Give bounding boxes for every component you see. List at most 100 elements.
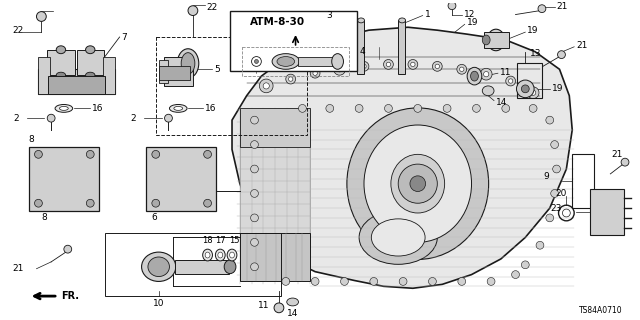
Text: ATM-8-30: ATM-8-30 [250,17,305,28]
Circle shape [481,68,492,80]
Circle shape [259,79,273,93]
Circle shape [310,68,320,78]
Text: 5: 5 [214,65,220,74]
Ellipse shape [181,53,195,74]
Circle shape [448,2,456,10]
Circle shape [527,87,539,99]
Circle shape [557,51,565,59]
Circle shape [472,105,481,112]
Circle shape [204,150,211,158]
Circle shape [152,199,159,207]
Bar [47,50,75,75]
Ellipse shape [391,154,445,213]
Text: 2: 2 [131,114,136,123]
Text: 17: 17 [215,236,225,245]
Circle shape [398,164,437,203]
Ellipse shape [364,125,472,242]
Circle shape [251,263,259,271]
Text: 22: 22 [12,26,23,35]
Circle shape [282,277,290,285]
Bar [240,233,310,281]
Circle shape [251,116,259,124]
Circle shape [460,67,464,71]
Circle shape [311,277,319,285]
Bar [77,50,104,75]
Text: 6: 6 [152,213,157,222]
Circle shape [408,60,418,69]
Bar [105,233,281,296]
Circle shape [340,277,348,285]
Ellipse shape [174,107,182,110]
Circle shape [385,105,392,112]
Ellipse shape [483,35,490,45]
Bar [240,108,310,148]
Ellipse shape [86,46,95,54]
Ellipse shape [277,57,294,66]
Circle shape [536,241,544,249]
Text: FR.: FR. [61,291,79,301]
Bar [38,57,50,94]
Circle shape [399,277,407,285]
Text: 21: 21 [12,264,24,273]
Text: 10: 10 [153,300,164,308]
Circle shape [506,76,516,86]
Bar [484,32,509,48]
Ellipse shape [148,257,170,276]
Circle shape [508,79,513,83]
Ellipse shape [347,108,489,260]
Text: 19: 19 [552,84,563,93]
Circle shape [47,114,55,122]
Ellipse shape [399,18,406,23]
Circle shape [251,165,259,173]
Circle shape [529,105,537,112]
Bar [242,47,349,76]
Text: 22: 22 [207,3,218,12]
Ellipse shape [358,18,365,23]
Circle shape [286,74,296,84]
Circle shape [313,71,317,76]
Ellipse shape [205,252,210,258]
Text: 16: 16 [92,104,104,113]
Circle shape [487,277,495,285]
Circle shape [359,61,369,71]
Circle shape [457,64,467,74]
Polygon shape [232,27,572,288]
Bar [590,188,624,236]
Ellipse shape [56,72,66,78]
Circle shape [433,61,442,71]
Ellipse shape [218,252,223,258]
Ellipse shape [470,71,478,81]
Circle shape [362,64,366,68]
Text: 20: 20 [556,189,567,198]
Circle shape [410,176,426,191]
Text: 13: 13 [530,49,541,58]
Circle shape [546,116,554,124]
Circle shape [621,158,629,166]
Bar [146,148,216,211]
Text: 8: 8 [42,213,47,222]
Ellipse shape [522,85,529,93]
Circle shape [251,189,259,197]
Text: 21: 21 [611,150,623,159]
Circle shape [435,64,440,68]
Text: 18: 18 [202,236,213,245]
Circle shape [414,105,422,112]
Text: 14: 14 [287,309,298,318]
Bar [159,60,168,83]
Ellipse shape [203,249,212,261]
Bar [48,76,105,94]
Bar [164,57,193,86]
Ellipse shape [177,49,199,78]
Circle shape [204,199,211,207]
Ellipse shape [86,72,95,78]
Ellipse shape [516,80,534,98]
Circle shape [298,105,307,112]
Text: 4: 4 [359,47,365,56]
Bar [175,260,229,274]
Text: 14: 14 [496,98,508,107]
Ellipse shape [287,298,298,306]
Text: 19: 19 [527,26,539,35]
Circle shape [164,114,172,122]
Circle shape [484,72,489,77]
Ellipse shape [56,46,66,54]
